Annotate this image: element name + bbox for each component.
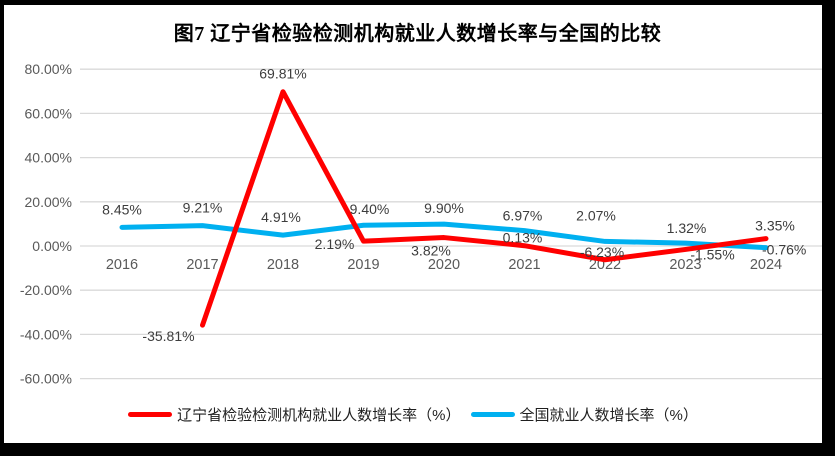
x-tick-label: 2024 [750, 257, 782, 273]
chart-title: 图7 辽宁省检验检测机构就业人数增长率与全国的比较 [173, 23, 662, 45]
data-label-liaoning: -1.55% [690, 246, 734, 262]
data-label-liaoning: 3.82% [411, 243, 451, 259]
x-tick-label: 2023 [669, 257, 701, 273]
series-line-liaoning [200, 89, 769, 328]
x-tick-label: 2018 [267, 257, 299, 273]
data-label-national: -0.76% [762, 242, 806, 258]
y-tick-label: -60.00% [20, 371, 72, 387]
data-label-national: 4.91% [261, 209, 301, 225]
data-label-liaoning: 3.35% [755, 218, 795, 234]
data-label-national: 9.90% [424, 200, 464, 216]
y-tick-label: -40.00% [20, 326, 72, 342]
x-tick-label: 2017 [186, 257, 218, 273]
legend-label-national: 全国就业人数增长率（%） [519, 407, 698, 424]
data-label-national: 2.07% [576, 207, 616, 223]
x-tick-label: 2021 [508, 257, 540, 273]
legend-label-liaoning: 辽宁省检验检测机构就业人数增长率（%） [177, 407, 461, 424]
chart-legend: 辽宁省检验检测机构就业人数增长率（%） 全国就业人数增长率（%） [4, 404, 822, 425]
data-label-liaoning: -35.81% [142, 328, 194, 344]
legend-item-liaoning: 辽宁省检验检测机构就业人数增长率（%） [128, 404, 461, 425]
legend-item-national: 全国就业人数增长率（%） [470, 404, 698, 425]
legend-line-swatch-liaoning [128, 412, 173, 417]
y-tick-label: 0.00% [32, 238, 72, 254]
data-label-national: 9.21% [183, 200, 223, 216]
legend-line-swatch-national [470, 412, 515, 417]
y-tick-label: 20.00% [25, 194, 72, 210]
y-tick-label: 80.00% [25, 61, 72, 77]
series-line-national [119, 221, 769, 251]
data-label-liaoning: 0.13% [503, 230, 543, 246]
data-label-national: 6.97% [503, 208, 543, 224]
data-label-national: 1.32% [667, 220, 707, 236]
x-tick-label: 2016 [106, 257, 138, 273]
data-label-national: 8.45% [102, 201, 142, 217]
data-label-liaoning: 69.81% [259, 66, 306, 82]
y-tick-label: 40.00% [25, 150, 72, 166]
x-tick-label: 2020 [428, 257, 460, 273]
data-label-national: 9.40% [350, 201, 390, 217]
x-tick-label: 2019 [347, 257, 379, 273]
y-tick-label: 60.00% [25, 105, 72, 121]
data-label-liaoning: 2.19% [315, 236, 355, 252]
data-label-liaoning: -6.23% [580, 244, 624, 260]
y-tick-label: -20.00% [20, 282, 72, 298]
